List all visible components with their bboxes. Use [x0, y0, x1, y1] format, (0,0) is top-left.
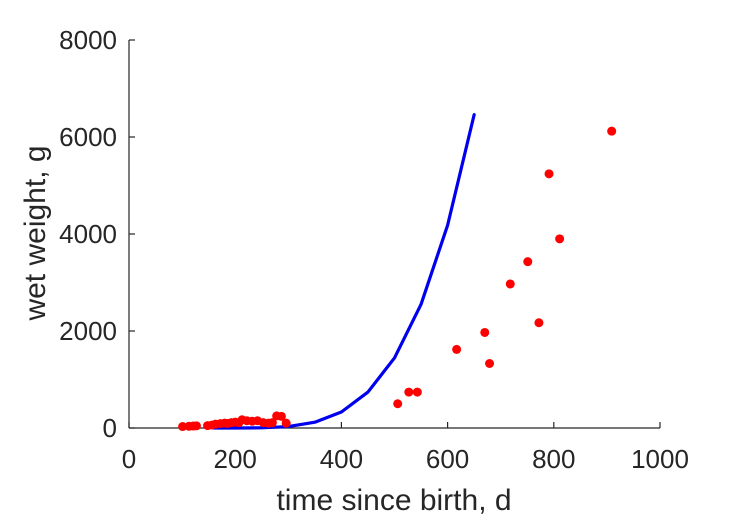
x-tick-label: 600 — [426, 444, 469, 474]
data-point — [555, 234, 565, 244]
data-point — [276, 411, 286, 421]
y-axis-label: wet weight, g — [19, 145, 52, 321]
data-points-layer — [178, 126, 617, 432]
data-point — [544, 169, 554, 179]
data-point — [404, 387, 414, 397]
data-point — [480, 327, 490, 337]
data-point — [267, 418, 277, 428]
y-tick-label: 4000 — [59, 219, 117, 249]
data-point — [412, 387, 422, 397]
fit-curve-layer — [212, 113, 476, 430]
axes: 0 200 400 600 800 1000 0 2000 4000 6000 8000 — [59, 25, 689, 474]
data-point — [485, 359, 495, 368]
data-point — [607, 126, 617, 136]
y-tick-label: 6000 — [59, 122, 117, 152]
data-point — [523, 257, 533, 267]
data-point — [505, 279, 515, 289]
y-tick-label: 2000 — [59, 316, 117, 346]
data-point — [178, 422, 188, 432]
y-tick-label: 0 — [103, 413, 117, 443]
x-tick-label: 400 — [320, 444, 363, 474]
data-point — [281, 418, 291, 428]
x-tick-label: 0 — [122, 444, 136, 474]
data-point — [191, 421, 201, 431]
x-tick-label: 1000 — [631, 444, 689, 474]
data-point — [452, 344, 462, 354]
x-axis-label: time since birth, d — [276, 484, 511, 517]
x-tick-label: 200 — [214, 444, 257, 474]
fit-curve-line — [212, 113, 476, 430]
data-point — [534, 318, 544, 328]
data-point — [393, 399, 403, 409]
x-tick-label: 800 — [532, 444, 575, 474]
y-tick-label: 8000 — [59, 25, 117, 55]
